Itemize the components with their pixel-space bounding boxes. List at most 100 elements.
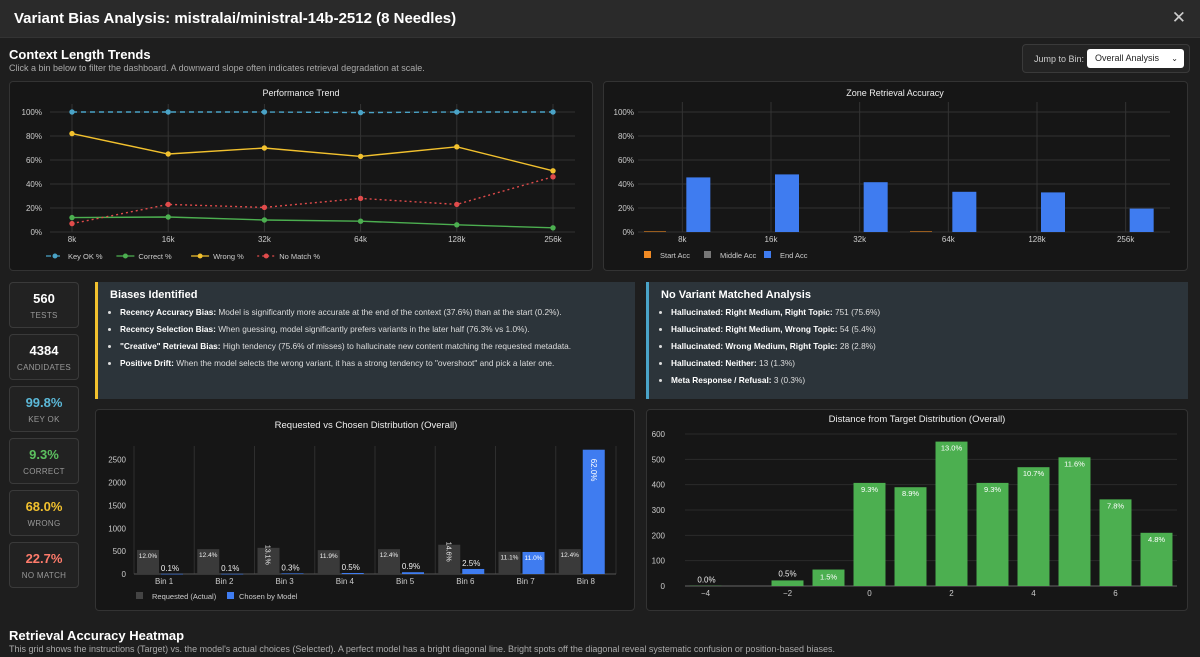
legend-label: Correct % bbox=[138, 252, 172, 261]
chosen-label: 0.5% bbox=[342, 563, 360, 572]
item-heading: Meta Response / Refusal: bbox=[671, 375, 772, 385]
data-point bbox=[165, 201, 171, 208]
x-tick-label: 8k bbox=[68, 235, 77, 244]
x-tick-label: 64k bbox=[942, 235, 956, 244]
y-tick-label: 60% bbox=[26, 156, 42, 165]
list-item: Recency Accuracy Bias: Model is signific… bbox=[120, 307, 635, 317]
x-tick-label: Bin 4 bbox=[336, 577, 355, 586]
end-acc-bar bbox=[952, 191, 977, 232]
stat-label: NO MATCH bbox=[21, 571, 67, 580]
chosen-label: 2.5% bbox=[462, 559, 480, 568]
bin-select[interactable]: Overall Analysis ⌄ bbox=[1087, 49, 1184, 68]
distance-label: 13.0% bbox=[941, 444, 963, 453]
x-tick-label: Bin 2 bbox=[215, 577, 234, 586]
y-tick-label: 0% bbox=[622, 228, 634, 237]
distance-chart: Distance from Target Distribution (Overa… bbox=[652, 414, 1177, 598]
requested-chosen-title: Requested vs Chosen Distribution (Overal… bbox=[275, 420, 458, 431]
item-text: 54 (5.4%) bbox=[837, 324, 876, 334]
x-tick-label: 0 bbox=[867, 589, 872, 598]
item-heading: Hallucinated: Neither: bbox=[671, 358, 757, 368]
y-tick-label: 300 bbox=[652, 506, 666, 515]
trends-subtitle: Click a bin below to filter the dashboar… bbox=[9, 63, 425, 73]
y-tick-label: 200 bbox=[652, 531, 666, 540]
distance-bar bbox=[1058, 457, 1091, 586]
distance-bar bbox=[1099, 499, 1132, 586]
end-acc-bar bbox=[1041, 192, 1065, 232]
stat-label: CANDIDATES bbox=[17, 363, 71, 372]
requested-label: 14.6% bbox=[444, 542, 451, 562]
x-tick-label: 16k bbox=[162, 235, 176, 244]
legend-label: No Match % bbox=[279, 252, 320, 261]
stat-label: WRONG bbox=[27, 519, 61, 528]
stat-card-key-ok: 99.8% KEY OK bbox=[9, 386, 79, 432]
chosen-bar bbox=[281, 573, 304, 575]
data-point bbox=[550, 168, 556, 174]
start-acc-bar bbox=[910, 231, 932, 232]
close-icon[interactable]: ✕ bbox=[1171, 8, 1186, 27]
stat-value: 99.8% bbox=[25, 395, 63, 410]
legend-label: End Acc bbox=[780, 251, 808, 260]
distance-label: 4.8% bbox=[1148, 535, 1165, 544]
list-item: Hallucinated: Wrong Medium, Right Topic:… bbox=[671, 341, 1188, 351]
list-item: "Creative" Retrieval Bias: High tendency… bbox=[120, 341, 635, 351]
x-tick-label: 128k bbox=[1028, 235, 1046, 244]
legend-label: Wrong % bbox=[213, 252, 244, 261]
correct-line bbox=[71, 216, 554, 229]
requested-label: 11.1% bbox=[501, 555, 519, 562]
trends-title: Context Length Trends bbox=[9, 47, 151, 62]
key-ok-line bbox=[72, 111, 553, 114]
item-heading: Hallucinated: Right Medium, Wrong Topic: bbox=[671, 324, 838, 334]
requested-label: 13.1% bbox=[264, 545, 271, 565]
requested-bar bbox=[137, 549, 159, 574]
end-acc-bar bbox=[775, 174, 799, 232]
distance-panel: Distance from Target Distribution (Overa… bbox=[646, 409, 1188, 611]
y-tick-label: 0 bbox=[661, 582, 666, 591]
legend-marker bbox=[122, 253, 128, 259]
chosen-label: 0.9% bbox=[402, 562, 420, 571]
y-tick-label: 100% bbox=[22, 108, 42, 117]
data-point bbox=[69, 109, 75, 115]
item-text: 3 (0.3%) bbox=[771, 375, 806, 385]
performance-trend-chart: Performance Trend 0% 20% 40% 60% 80% 100% 8k 16k… bbox=[22, 88, 575, 261]
item-text: Model is significantly more accurate at … bbox=[216, 307, 562, 317]
x-tick-label: 64k bbox=[354, 235, 368, 244]
x-tick-label: 256k bbox=[544, 235, 562, 244]
data-point bbox=[550, 174, 556, 180]
stat-label: KEY OK bbox=[28, 415, 60, 424]
distance-bar bbox=[935, 441, 968, 586]
distance-label: 10.7% bbox=[1023, 469, 1045, 478]
legend-swatch bbox=[227, 592, 234, 599]
distance-bar bbox=[771, 580, 804, 586]
zone-retrieval-chart: Zone Retrieval Accuracy 0% 20% 40% 60% 80% 100… bbox=[614, 88, 1170, 260]
item-text: When guessing, model significantly prefe… bbox=[215, 324, 530, 334]
stat-value: 68.0% bbox=[25, 499, 63, 514]
requested-bar bbox=[438, 544, 461, 574]
item-text: High tendency (75.6% of misses) to hallu… bbox=[220, 341, 572, 351]
x-tick-label: 32k bbox=[258, 235, 272, 244]
stat-value: 560 bbox=[33, 291, 55, 306]
legend-swatch bbox=[704, 251, 711, 258]
zone-retrieval-title: Zone Retrieval Accuracy bbox=[846, 88, 944, 98]
list-item: Hallucinated: Neither: 13 (1.3%) bbox=[671, 358, 1188, 368]
x-tick-label: 128k bbox=[448, 235, 466, 244]
requested-label: 11.9% bbox=[320, 553, 338, 560]
item-heading: Positive Drift: bbox=[120, 358, 174, 368]
chosen-label: 0.3% bbox=[281, 563, 299, 572]
distance-bar bbox=[1017, 467, 1050, 586]
data-point bbox=[165, 151, 171, 157]
nomatch-box: No Variant Matched Analysis Hallucinated… bbox=[646, 282, 1188, 399]
y-tick-label: 20% bbox=[618, 204, 634, 213]
y-tick-label: 400 bbox=[652, 481, 666, 490]
x-tick-label: Bin 1 bbox=[155, 577, 174, 586]
legend-marker bbox=[263, 253, 269, 259]
y-tick-label: 600 bbox=[652, 430, 666, 439]
legend-label: Key OK % bbox=[68, 252, 103, 261]
stat-card-wrong: 68.0% WRONG bbox=[9, 490, 79, 536]
requested-label: 12.4% bbox=[199, 552, 218, 559]
requested-label: 12.4% bbox=[561, 552, 580, 559]
x-tick-label: 4 bbox=[1031, 589, 1036, 598]
zone-retrieval-panel: Zone Retrieval Accuracy 0% 20% 40% 60% 80% 100… bbox=[603, 81, 1188, 271]
distance-label: 0.0% bbox=[697, 576, 715, 585]
chosen-bar bbox=[522, 551, 545, 574]
x-tick-label: Bin 7 bbox=[517, 577, 536, 586]
